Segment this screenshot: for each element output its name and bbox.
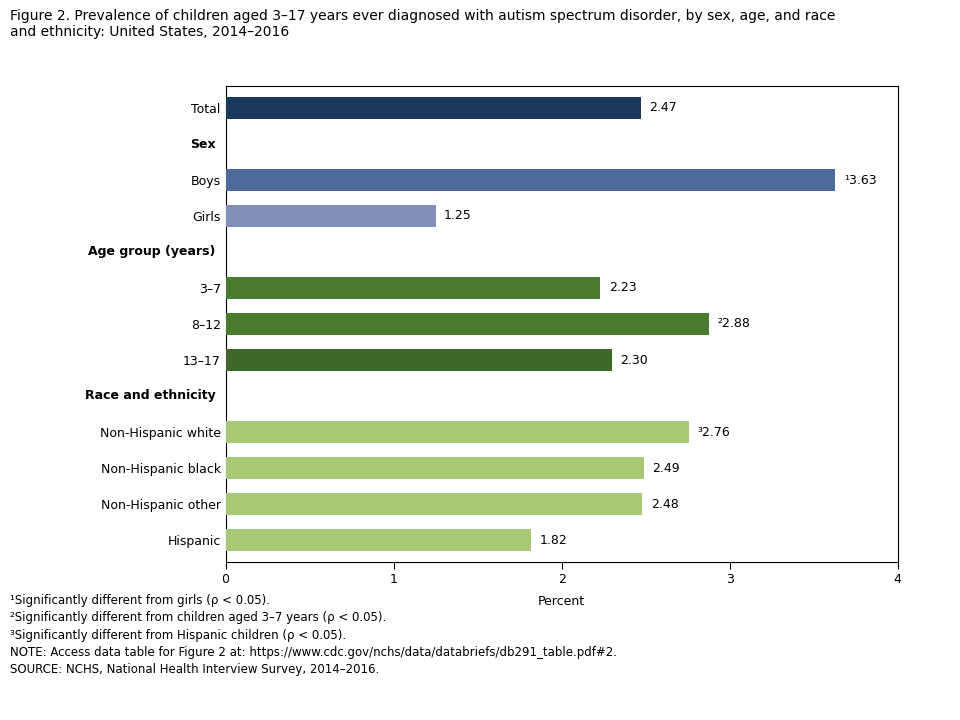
- Text: Sex: Sex: [190, 138, 215, 150]
- Bar: [226, 168, 835, 191]
- Bar: [226, 312, 709, 335]
- Text: 2.47: 2.47: [649, 102, 677, 114]
- Text: ¹3.63: ¹3.63: [844, 174, 876, 186]
- Text: Race and ethnicity: Race and ethnicity: [84, 390, 215, 402]
- Text: 2.48: 2.48: [651, 498, 679, 510]
- X-axis label: Percent: Percent: [538, 595, 586, 608]
- Text: NOTE: Access data table for Figure 2 at: https://www.cdc.gov/nchs/data/databrief: NOTE: Access data table for Figure 2 at:…: [10, 646, 616, 659]
- Text: ²Significantly different from children aged 3–7 years (ρ < 0.05).: ²Significantly different from children a…: [10, 611, 386, 624]
- Text: 1.82: 1.82: [540, 534, 567, 546]
- Text: ²2.88: ²2.88: [718, 318, 751, 330]
- Bar: [226, 276, 600, 300]
- Bar: [226, 420, 689, 443]
- Bar: [226, 492, 642, 516]
- Text: SOURCE: NCHS, National Health Interview Survey, 2014–2016.: SOURCE: NCHS, National Health Interview …: [10, 663, 379, 676]
- Text: Figure 2. Prevalence of children aged 3–17 years ever diagnosed with autism spec: Figure 2. Prevalence of children aged 3–…: [10, 9, 835, 39]
- Text: 1.25: 1.25: [444, 210, 471, 222]
- Bar: [226, 456, 644, 480]
- Bar: [226, 348, 612, 372]
- Text: Age group (years): Age group (years): [88, 246, 215, 258]
- Bar: [226, 96, 640, 119]
- Text: 2.30: 2.30: [620, 354, 648, 366]
- Text: 2.49: 2.49: [652, 462, 680, 474]
- Bar: [226, 204, 436, 227]
- Text: ³2.76: ³2.76: [698, 426, 731, 438]
- Text: ¹Significantly different from girls (ρ < 0.05).: ¹Significantly different from girls (ρ <…: [10, 594, 270, 607]
- Text: 2.23: 2.23: [609, 282, 636, 294]
- Text: ³Significantly different from Hispanic children (ρ < 0.05).: ³Significantly different from Hispanic c…: [10, 629, 346, 642]
- Bar: [226, 528, 531, 552]
